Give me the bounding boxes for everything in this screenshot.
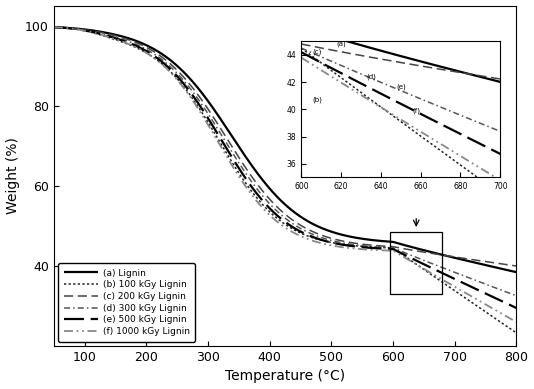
(d) 300 kGy Lignin xyxy=(500,288,506,293)
(f) 1000 kGy Lignin xyxy=(415,263,421,268)
(d) 300 kGy Lignin xyxy=(415,256,421,260)
(c) 200 kGy Lignin xyxy=(513,264,520,268)
(a) Lignin xyxy=(513,270,520,275)
(e) 500 kGy Lignin xyxy=(74,27,81,32)
Line: (c) 200 kGy Lignin: (c) 200 kGy Lignin xyxy=(54,27,516,266)
(d) 300 kGy Lignin xyxy=(276,210,282,215)
(e) 500 kGy Lignin xyxy=(263,203,270,207)
(b) 100 kGy Lignin xyxy=(276,217,282,222)
(e) 500 kGy Lignin xyxy=(500,300,506,304)
(f) 1000 kGy Lignin xyxy=(51,25,57,30)
(c) 200 kGy Lignin xyxy=(74,26,81,31)
(c) 200 kGy Lignin xyxy=(415,249,421,254)
Line: (e) 500 kGy Lignin: (e) 500 kGy Lignin xyxy=(54,27,516,308)
(a) Lignin xyxy=(500,267,506,272)
(f) 1000 kGy Lignin xyxy=(74,27,81,32)
(a) Lignin xyxy=(263,182,270,187)
(b) 100 kGy Lignin xyxy=(500,321,506,326)
(e) 500 kGy Lignin xyxy=(513,306,520,310)
(e) 500 kGy Lignin xyxy=(276,214,282,219)
(f) 1000 kGy Lignin xyxy=(276,221,282,225)
(a) Lignin xyxy=(276,196,282,201)
(b) 100 kGy Lignin xyxy=(74,27,81,32)
(d) 300 kGy Lignin xyxy=(263,198,270,203)
(a) Lignin xyxy=(415,246,421,251)
(a) Lignin xyxy=(74,26,81,31)
(f) 1000 kGy Lignin xyxy=(500,312,506,317)
(e) 500 kGy Lignin xyxy=(500,299,506,304)
(f) 1000 kGy Lignin xyxy=(513,320,520,324)
Line: (b) 100 kGy Lignin: (b) 100 kGy Lignin xyxy=(54,27,516,333)
(a) Lignin xyxy=(51,25,57,30)
(c) 200 kGy Lignin xyxy=(51,25,57,30)
Line: (a) Lignin: (a) Lignin xyxy=(54,27,516,272)
(c) 200 kGy Lignin xyxy=(500,262,506,266)
(c) 200 kGy Lignin xyxy=(276,206,282,211)
(d) 300 kGy Lignin xyxy=(500,288,506,293)
(e) 500 kGy Lignin xyxy=(51,25,57,30)
(b) 100 kGy Lignin xyxy=(51,25,57,30)
(d) 300 kGy Lignin xyxy=(74,27,81,32)
(d) 300 kGy Lignin xyxy=(513,293,520,298)
(b) 100 kGy Lignin xyxy=(500,321,506,326)
Y-axis label: Weight (%): Weight (%) xyxy=(5,137,20,214)
X-axis label: Temperature (°C): Temperature (°C) xyxy=(225,370,345,384)
(f) 1000 kGy Lignin xyxy=(263,210,270,214)
Legend: (a) Lignin, (b) 100 kGy Lignin, (c) 200 kGy Lignin, (d) 300 kGy Lignin, (e) 500 : (a) Lignin, (b) 100 kGy Lignin, (c) 200 … xyxy=(58,263,195,342)
(c) 200 kGy Lignin xyxy=(500,262,506,266)
(b) 100 kGy Lignin xyxy=(263,206,270,211)
Line: (f) 1000 kGy Lignin: (f) 1000 kGy Lignin xyxy=(54,27,516,322)
(e) 500 kGy Lignin xyxy=(415,259,421,264)
Line: (d) 300 kGy Lignin: (d) 300 kGy Lignin xyxy=(54,27,516,296)
(d) 300 kGy Lignin xyxy=(51,25,57,30)
(f) 1000 kGy Lignin xyxy=(500,312,506,317)
(c) 200 kGy Lignin xyxy=(263,193,270,198)
(b) 100 kGy Lignin xyxy=(415,263,421,268)
(a) Lignin xyxy=(500,267,506,272)
Bar xyxy=(390,232,443,294)
(b) 100 kGy Lignin xyxy=(513,331,520,335)
